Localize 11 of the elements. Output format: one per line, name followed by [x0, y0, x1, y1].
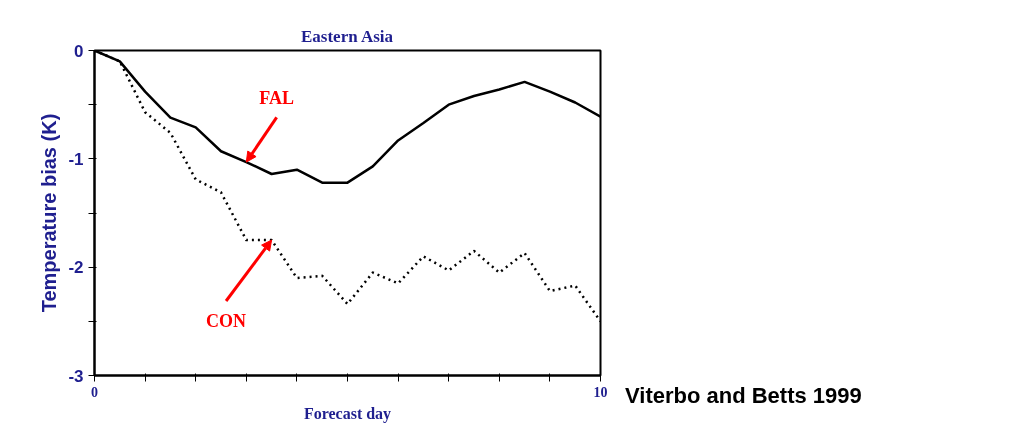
chart-title: Eastern Asia: [300, 26, 394, 46]
y-tick-label: 0: [74, 41, 84, 61]
y-tick-label: -1: [68, 149, 84, 169]
x-tick-label: 10: [593, 384, 608, 400]
y-axis-title: Temperature bias (K): [38, 113, 61, 313]
x-axis-title: Forecast day: [303, 404, 392, 423]
text: Viterbo and Betts 1999: [625, 382, 862, 410]
annotation: CON: [206, 310, 247, 331]
y-tick-label: -2: [68, 258, 84, 278]
y-tick-label: -3: [68, 366, 84, 386]
annotation: FAL: [259, 87, 294, 108]
